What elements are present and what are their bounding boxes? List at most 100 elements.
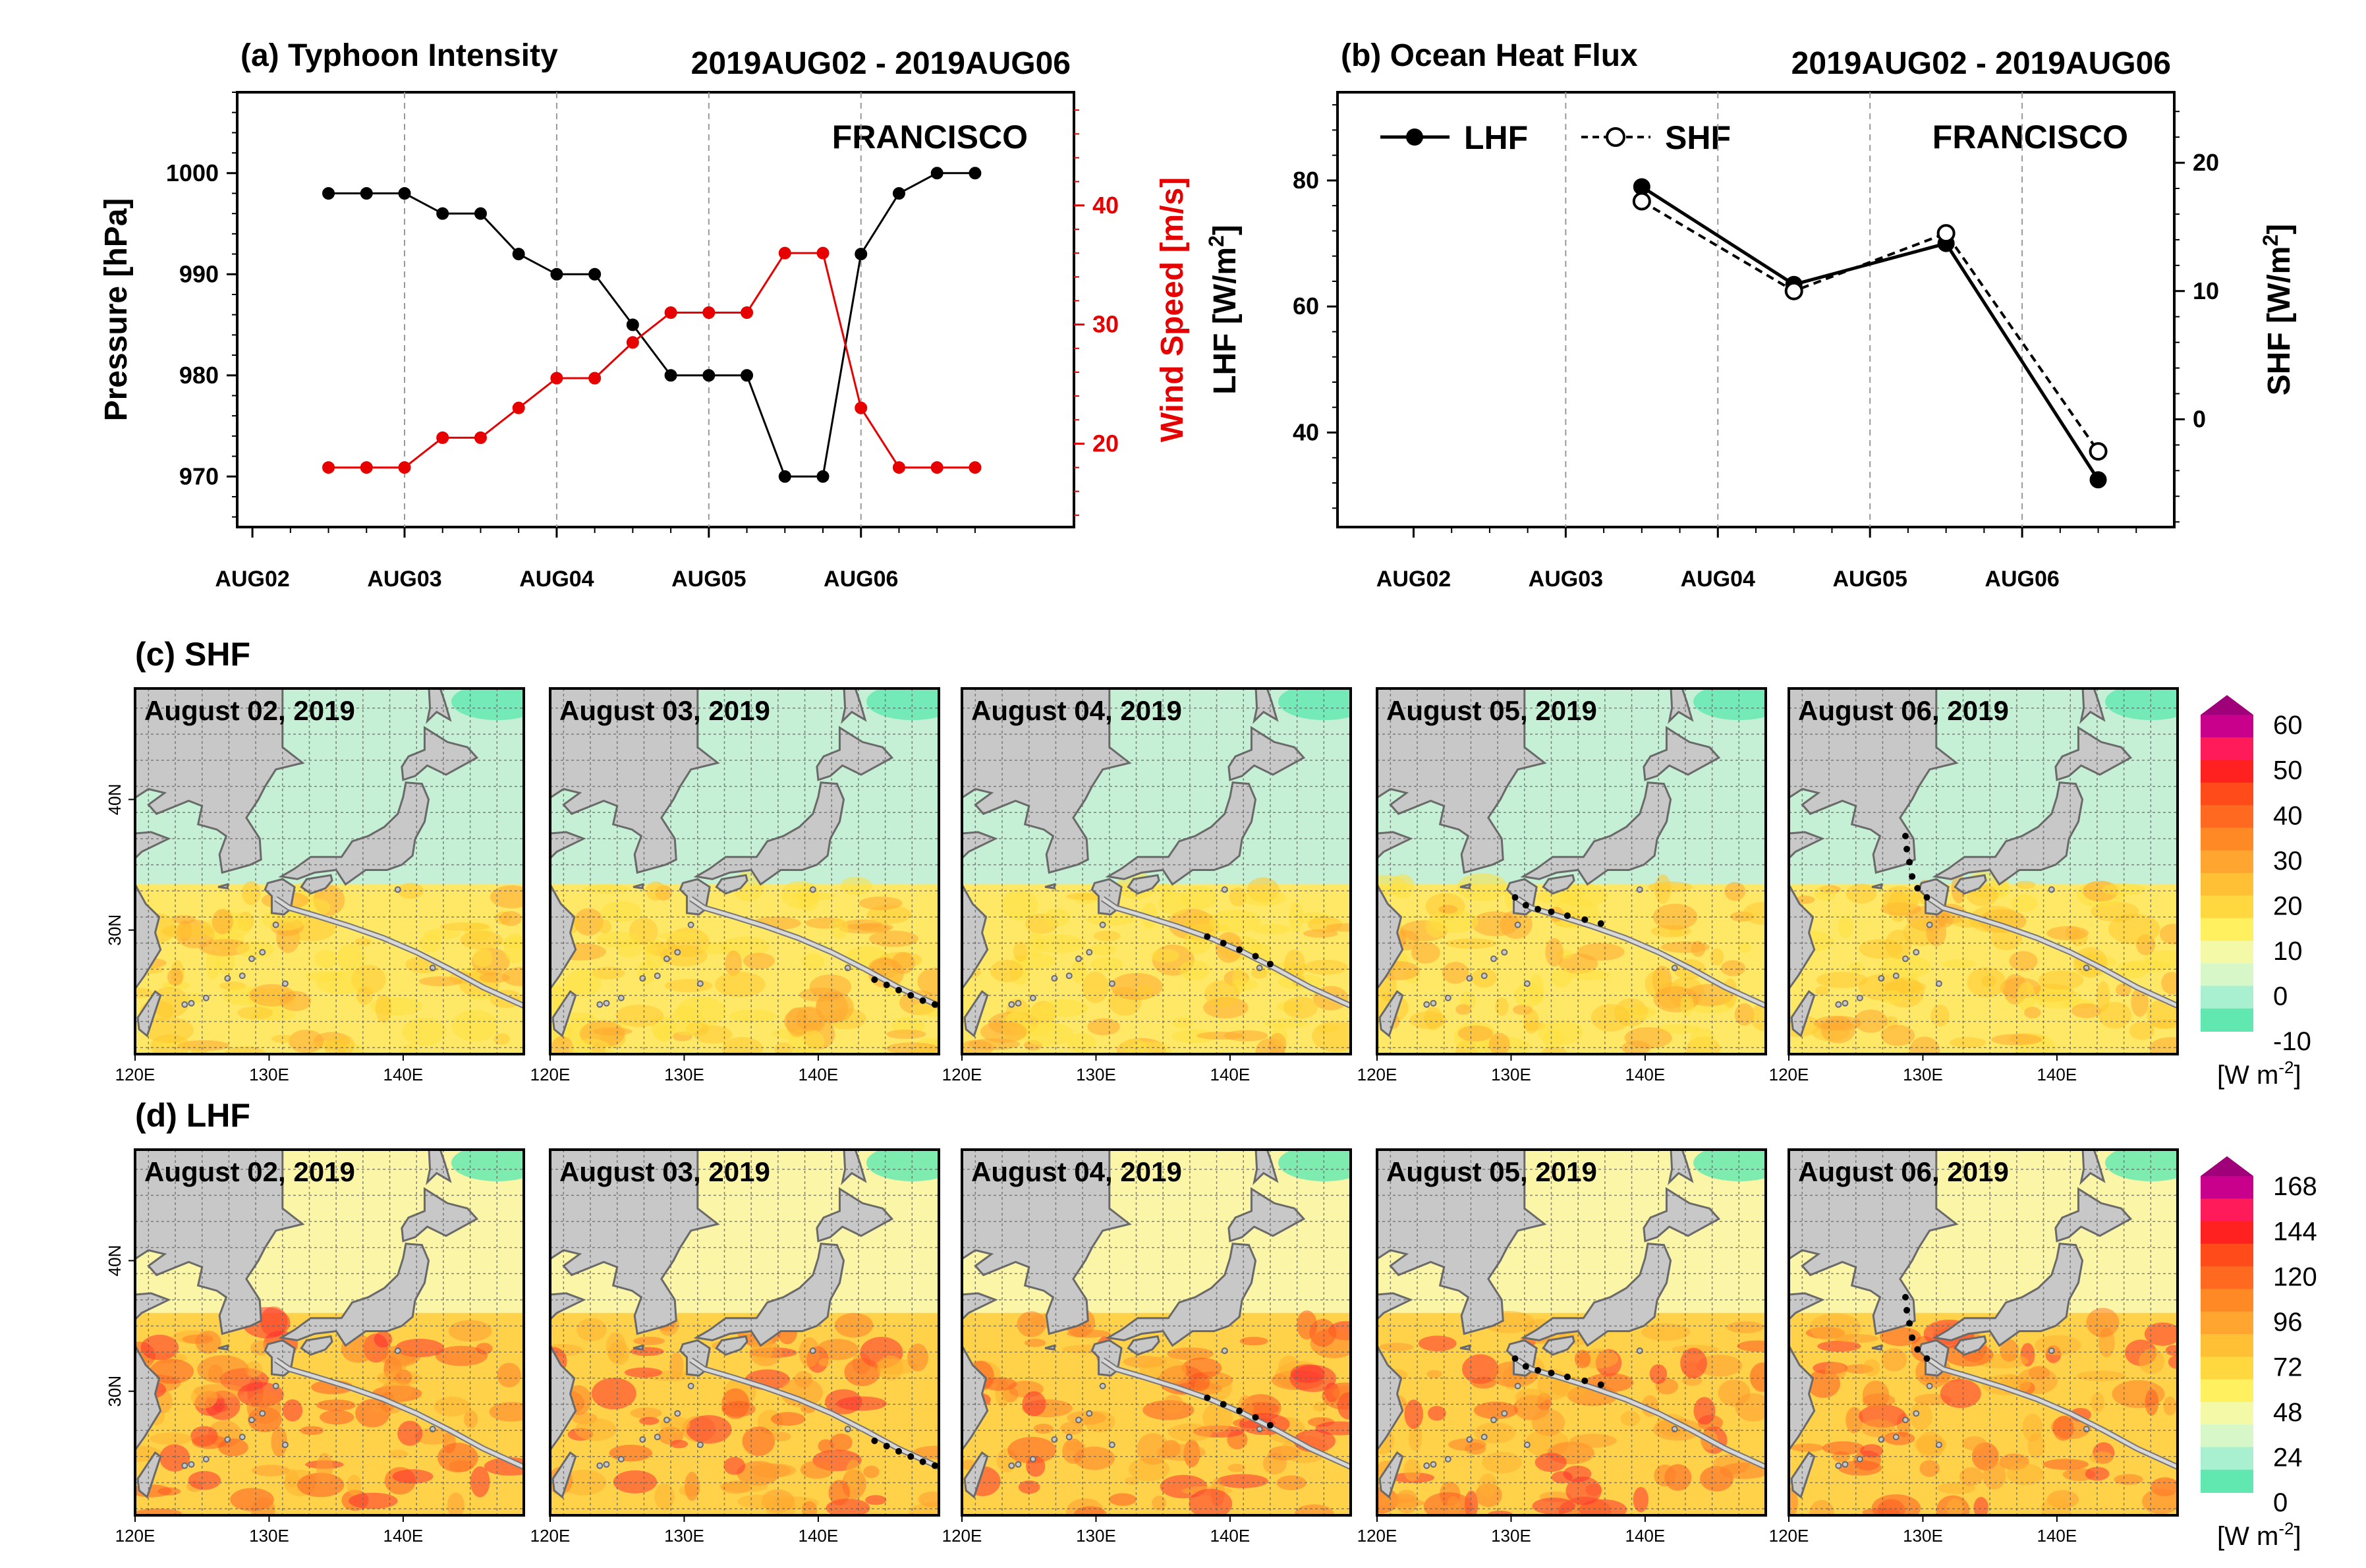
- island: [603, 1461, 610, 1468]
- island: [1636, 886, 1643, 893]
- flux-patch: [1022, 1391, 1046, 1416]
- island: [202, 994, 210, 1001]
- data-point-pressure: [892, 186, 905, 200]
- map-body: [550, 688, 939, 1054]
- map-frame: [1376, 1148, 1767, 1517]
- flux-patch: [725, 950, 742, 976]
- map-x-tick-label: 130E: [1903, 1526, 1943, 1546]
- landmass-honshu: [278, 1243, 430, 1347]
- data-point-shf: [1784, 281, 1803, 300]
- island: [1466, 1436, 1473, 1443]
- landmass-hokkaido: [1227, 725, 1306, 781]
- flux-patch: [1227, 1463, 1245, 1472]
- island: [687, 921, 694, 928]
- typhoon-position-dot: [1236, 1407, 1243, 1414]
- flux-patch: [1724, 882, 1746, 901]
- flux-patch: [389, 1355, 407, 1374]
- island: [663, 1416, 670, 1424]
- island: [1480, 972, 1488, 980]
- typhoon-position-dot: [1220, 939, 1227, 947]
- typhoon-position-dot: [895, 986, 902, 994]
- typhoon-track: [690, 1358, 939, 1469]
- island: [1256, 965, 1263, 972]
- chart-b-legend: LHF SHF: [1380, 119, 1731, 156]
- flux-patch: [435, 1345, 488, 1366]
- data-point-wind-speed: [892, 461, 905, 474]
- flux-patch: [356, 986, 374, 1005]
- flux-patch: [669, 1006, 704, 1036]
- flux-patch: [1426, 1370, 1442, 1378]
- island: [1926, 1382, 1933, 1389]
- flux-patch: [2108, 914, 2160, 945]
- flux-patch: [1697, 1355, 1743, 1377]
- island: [1108, 1441, 1115, 1448]
- chart-a-title: (a) Typhoon Intensity: [240, 38, 558, 73]
- flux-patch: [2168, 1355, 2178, 1369]
- map-y-tick-label: 30N: [105, 914, 125, 946]
- typhoon-position-dot: [1236, 946, 1243, 953]
- flux-patch: [1495, 997, 1509, 1016]
- flux-patch: [1488, 1032, 1510, 1054]
- flux-patch: [2038, 970, 2084, 990]
- flux-patch: [1816, 972, 1868, 988]
- flux-patch: [639, 1416, 660, 1425]
- flux-patch: [1737, 1340, 1766, 1352]
- flux-patch: [402, 1017, 446, 1046]
- typhoon-position-dot: [919, 997, 926, 1004]
- map-x-tick-label: 130E: [249, 1065, 289, 1084]
- flux-patch: [828, 1480, 850, 1505]
- island: [202, 1455, 210, 1463]
- x-tick-label: AUG04: [519, 567, 594, 592]
- island: [1514, 921, 1521, 928]
- map-x-tick-label: 120E: [1769, 1526, 1809, 1546]
- flux-patch: [781, 881, 820, 909]
- flux-patch: [447, 1492, 465, 1515]
- island: [1856, 994, 1863, 1001]
- flux-patch: [1013, 941, 1028, 962]
- typhoon-position-dot: [1902, 1293, 1909, 1301]
- chart-a-date-range: 2019AUG02 - 2019AUG06: [691, 46, 1071, 81]
- flux-patch: [1591, 1003, 1631, 1032]
- flux-patch: [1879, 1327, 1921, 1346]
- flux-patch: [2089, 1451, 2114, 1465]
- flux-patch: [1838, 915, 1854, 938]
- y-left-tick-label: 40: [1293, 419, 1319, 446]
- chart-b-ylabel-right-close: ]: [2262, 224, 2297, 235]
- flux-patch: [2161, 972, 2178, 995]
- typhoon-position-dot: [1252, 953, 1259, 960]
- flux-patch: [982, 1377, 1017, 1391]
- map-date-label: August 02, 2019: [144, 1156, 355, 1187]
- flux-patch: [2071, 1003, 2102, 1019]
- flux-patch: [1813, 1015, 1862, 1031]
- flux-patch: [1815, 986, 1830, 996]
- flux-patch: [723, 1457, 746, 1475]
- flux-patch: [1937, 1482, 1976, 1494]
- flux-patch: [1652, 903, 1698, 930]
- y-left-tick-label: 60: [1293, 293, 1319, 320]
- flux-patch: [2159, 924, 2178, 945]
- landmass-taiwan: [963, 1451, 989, 1499]
- flux-patch: [799, 988, 843, 1002]
- map-body: [962, 688, 1351, 1054]
- data-point-wind-speed: [855, 401, 868, 414]
- flux-patch: [1073, 1506, 1107, 1515]
- flux-patch: [774, 1042, 793, 1054]
- island: [1913, 949, 1920, 956]
- chart-a-storm-label: FRANCISCO: [832, 119, 1028, 155]
- data-point-wind-speed: [626, 336, 639, 349]
- island: [1008, 1001, 1015, 1008]
- data-point-wind-speed: [550, 372, 563, 385]
- colorbar-tick-label: 72: [2273, 1353, 2303, 1382]
- flux-patch: [818, 1358, 833, 1366]
- colorbar-tick-label: 0: [2273, 1488, 2288, 1517]
- data-point-pressure: [816, 470, 830, 483]
- flux-patch: [1060, 1422, 1083, 1435]
- x-tick-label: AUG05: [1832, 567, 1907, 592]
- landmass-honshu: [1932, 781, 2084, 886]
- flux-patch: [401, 1044, 419, 1054]
- flux-patch: [1474, 1422, 1516, 1443]
- flux-patch: [1790, 1443, 1824, 1452]
- flux-patch: [1568, 969, 1611, 981]
- flux-patch: [1087, 1018, 1120, 1036]
- flux-patch: [597, 919, 611, 934]
